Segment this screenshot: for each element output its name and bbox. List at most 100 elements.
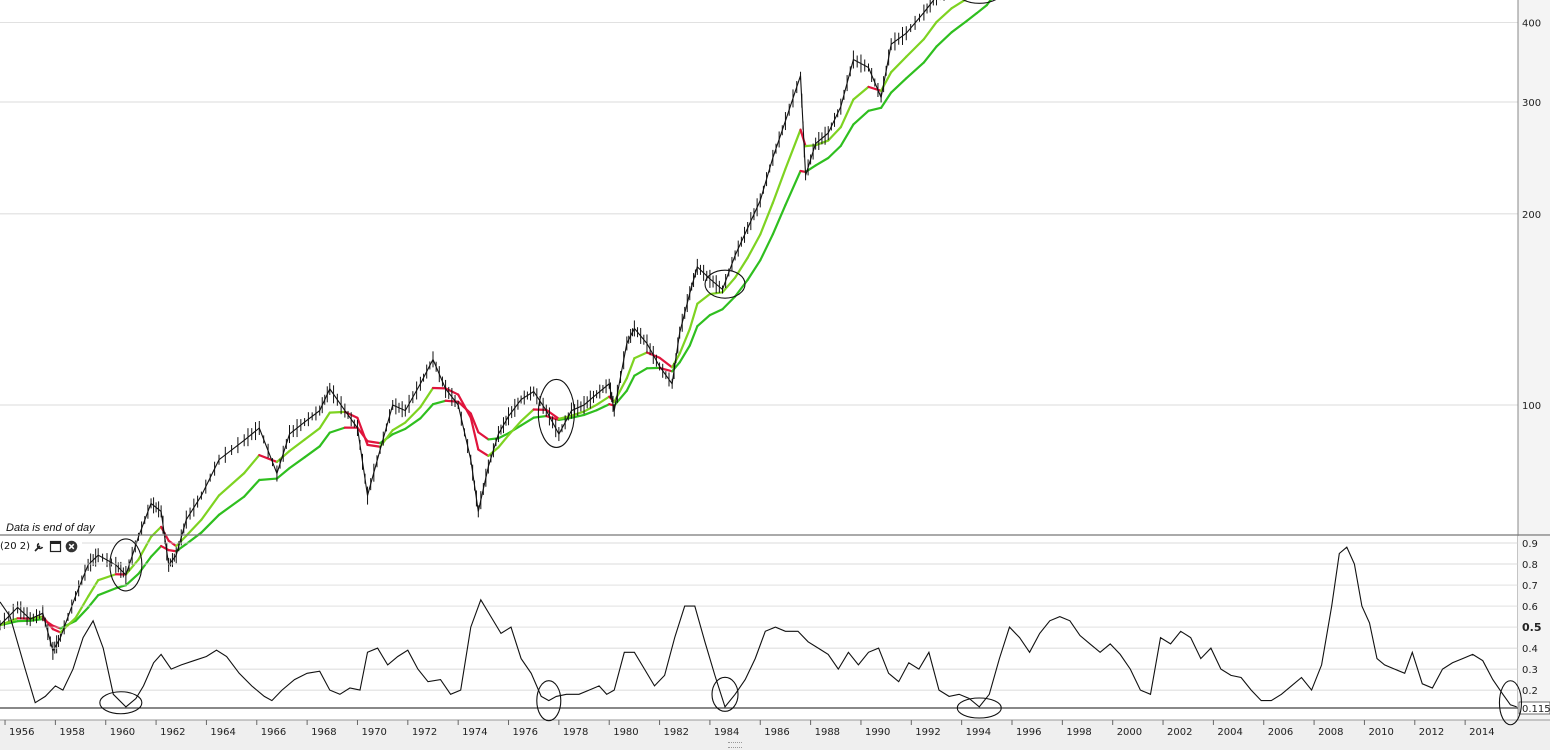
ma-fast-segment xyxy=(952,0,967,8)
time-tick-label: 1956 xyxy=(9,727,34,738)
ma-fast-segment xyxy=(169,541,177,546)
osc-annotation-circle xyxy=(100,692,142,714)
ma-fast-segment xyxy=(88,580,98,596)
time-tick-label: 1962 xyxy=(160,727,185,738)
ma-slow-segment xyxy=(368,441,381,443)
ma-fast-segment xyxy=(420,388,433,407)
ma-fast-segment xyxy=(627,358,635,378)
time-tick-label: 1970 xyxy=(361,727,386,738)
ma-slow-segment xyxy=(320,433,330,447)
price-axis-background xyxy=(1518,0,1550,535)
time-tick-label: 1992 xyxy=(915,727,940,738)
ma-slow-segment xyxy=(735,280,748,297)
ma-fast-segment xyxy=(735,258,748,278)
osc-tick-label: 0.6 xyxy=(1522,602,1538,613)
close-icon[interactable] xyxy=(65,540,78,553)
ma-fast-segment xyxy=(806,145,816,146)
ma-fast-segment xyxy=(697,294,710,304)
ma-fast-segment xyxy=(924,22,937,39)
ma-slow-segment xyxy=(244,480,259,497)
ma-slow-segment xyxy=(853,111,868,125)
price-tick-label: 100 xyxy=(1522,401,1541,412)
ma-slow-segment xyxy=(433,401,446,404)
indicator-toolbar: (20 2) xyxy=(0,538,82,554)
window-icon[interactable] xyxy=(49,540,62,553)
osc-tick-label: 0.9 xyxy=(1522,539,1538,550)
ma-fast-segment xyxy=(760,203,773,235)
time-tick-label: 2004 xyxy=(1217,727,1242,738)
time-tick-label: 1980 xyxy=(613,727,638,738)
time-tick-label: 1968 xyxy=(311,727,336,738)
time-tick-label: 1984 xyxy=(714,727,739,738)
ma-slow-segment xyxy=(98,588,116,595)
ma-slow-segment xyxy=(151,546,161,557)
time-tick-label: 1994 xyxy=(966,727,991,738)
time-tick-label: 1976 xyxy=(513,727,538,738)
annotation-circles xyxy=(100,0,1527,725)
ma-slow-segment xyxy=(773,205,786,234)
time-tick-label: 2014 xyxy=(1469,727,1494,738)
ma-slow-segment xyxy=(330,428,345,433)
ma-fast-segment xyxy=(597,397,610,405)
ma-fast-segment xyxy=(748,235,761,258)
ma-slow-segment xyxy=(881,93,891,108)
time-tick-label: 2002 xyxy=(1167,727,1192,738)
ma-fast-segment xyxy=(219,473,244,495)
time-tick-label: 1974 xyxy=(462,727,487,738)
ma-fast-segment xyxy=(320,413,330,429)
time-tick-label: 1972 xyxy=(412,727,437,738)
ma-fast-segment xyxy=(690,304,698,329)
panel-resize-grip[interactable] xyxy=(728,742,742,748)
ma-slow-segment xyxy=(478,432,488,439)
ma-slow-segment xyxy=(420,404,433,418)
ma-fast-segment xyxy=(936,8,951,22)
time-tick-label: 1990 xyxy=(865,727,890,738)
ma-fast-segment xyxy=(634,353,647,359)
time-tick-label: 2010 xyxy=(1368,727,1393,738)
ma-slow-segment xyxy=(841,124,854,145)
ma-slow-segment xyxy=(290,457,305,468)
ma-slow-segment xyxy=(977,5,987,13)
ma-slow-segment xyxy=(138,557,151,574)
ma-fast-segment xyxy=(244,455,259,473)
ma-fast-segment xyxy=(305,428,320,439)
indicator-params[interactable]: (20 2) xyxy=(0,541,30,552)
ma-slow-segment xyxy=(305,446,320,457)
ma-slow-segment xyxy=(936,32,951,46)
time-tick-label: 1988 xyxy=(815,727,840,738)
end-of-day-note: Data is end of day xyxy=(6,522,96,534)
ma-slow-segment xyxy=(634,368,647,375)
ma-slow-segment xyxy=(891,78,906,92)
ma-slow-segment xyxy=(748,260,761,280)
time-tick-label: 2012 xyxy=(1419,727,1444,738)
ma-fast-segment xyxy=(891,57,906,72)
ma-fast-segment xyxy=(773,169,786,203)
ma-fast-segment xyxy=(330,412,345,413)
wrench-icon[interactable] xyxy=(33,540,46,553)
time-tick-label: 1960 xyxy=(110,727,135,738)
time-tick-label: 2006 xyxy=(1268,727,1293,738)
ma-slow-segment xyxy=(169,550,177,551)
ma-fast-segment xyxy=(478,450,488,456)
time-tick-label: 2000 xyxy=(1117,727,1142,738)
osc-tick-label: 0.2 xyxy=(1522,686,1538,697)
time-tick-label: 1958 xyxy=(59,727,84,738)
ma-fast-segment xyxy=(53,629,61,632)
ma-slow-segment xyxy=(760,234,773,260)
ma-fast-segment xyxy=(98,574,116,580)
ma-slow-segment xyxy=(924,47,937,63)
ma-fast-segment xyxy=(853,87,868,100)
ma-fast-segment xyxy=(906,39,924,57)
time-tick-label: 1996 xyxy=(1016,727,1041,738)
price-axis: 2,6002,3001,7001,5001,3001,1009008007006… xyxy=(0,0,1550,720)
ma-fast-segment xyxy=(660,358,673,368)
ma-slow-segment xyxy=(828,146,841,158)
ma-slow-segment xyxy=(161,546,169,550)
time-tick-label: 1986 xyxy=(764,727,789,738)
time-tick-label: 1982 xyxy=(664,727,689,738)
ma-slow-segment xyxy=(259,479,277,480)
ma-slow-segment xyxy=(967,13,977,21)
time-tick-label: 2008 xyxy=(1318,727,1343,738)
